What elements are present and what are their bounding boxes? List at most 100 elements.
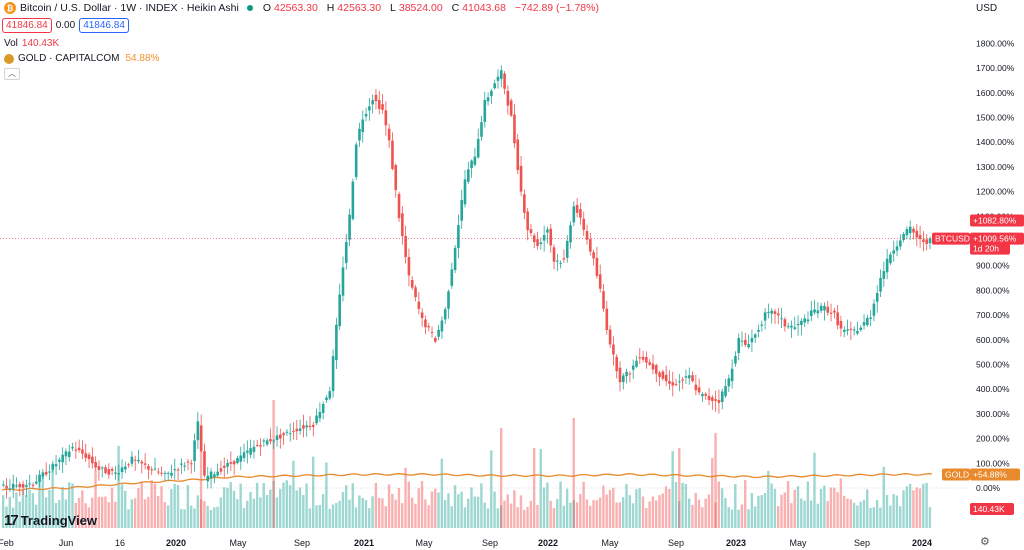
volume-legend[interactable]: Vol 140.43K [4, 38, 60, 49]
volume-bar [737, 509, 740, 528]
volume-bar [8, 496, 11, 528]
candle [315, 415, 318, 424]
candle [839, 320, 843, 329]
sell-button[interactable]: 41846.84 [2, 18, 52, 33]
candle [305, 425, 309, 428]
candle [193, 440, 196, 461]
volume-bar [176, 485, 180, 528]
candle [539, 242, 543, 245]
volume-bar [516, 507, 519, 528]
candle [866, 317, 869, 326]
candle [546, 229, 549, 233]
volume-bar [236, 499, 239, 528]
candle [222, 465, 226, 468]
settings-icon[interactable]: ⚙ [980, 536, 990, 548]
candle [2, 484, 5, 486]
volume-bar [107, 502, 110, 528]
volume-bar [394, 499, 397, 528]
candle [153, 468, 157, 470]
candle [457, 225, 460, 248]
volume-bar [694, 492, 697, 528]
candle [186, 461, 190, 463]
x-tick-label: Sep [482, 538, 498, 548]
volume-bar [615, 502, 618, 528]
volume-bar [338, 500, 341, 528]
candle [292, 431, 295, 433]
candle [483, 100, 487, 122]
volume-bar [842, 495, 846, 528]
volume-bar [796, 486, 800, 528]
volume-bar [826, 501, 829, 528]
symbol-title[interactable]: Bitcoin / U.S. Dollar · 1W · INDEX · Hei… [20, 2, 239, 14]
candle [176, 469, 180, 471]
candle [21, 483, 25, 488]
volume-bar [912, 490, 915, 528]
volume-bar [262, 483, 265, 528]
volume-bar [368, 508, 371, 528]
candle [757, 330, 760, 332]
buy-button[interactable]: 41846.84 [79, 18, 129, 33]
volume-bar [166, 505, 170, 528]
candles [2, 65, 932, 499]
volume-bar [120, 484, 124, 528]
compare-legend[interactable]: GOLD · CAPITALCOM 54.88% [4, 53, 159, 64]
volume-bar [552, 508, 556, 528]
volume-bar [2, 495, 5, 528]
volume-bar [5, 506, 8, 528]
volume-bar [740, 504, 744, 528]
candle [302, 425, 305, 429]
volume-bar [285, 480, 289, 528]
candle [407, 257, 411, 276]
volume-bar [229, 482, 232, 528]
volume-bar [757, 495, 760, 528]
candle [34, 481, 38, 484]
y-tick-label: 1500.00% [976, 113, 1015, 123]
volume-bar [816, 503, 819, 528]
volume-bar [344, 485, 348, 528]
candle [173, 469, 177, 471]
volume-bar [130, 499, 134, 528]
volume-bar [361, 497, 364, 528]
candle [862, 322, 866, 326]
candle [747, 344, 750, 348]
candle [199, 425, 203, 451]
volume-bar [661, 493, 664, 528]
candle [892, 250, 896, 254]
volume-bar [499, 428, 503, 528]
collapse-legend-button[interactable]: ︿ [4, 68, 20, 80]
candle [800, 320, 803, 325]
volume-bar [25, 495, 28, 528]
candle [377, 100, 381, 109]
candle [427, 326, 431, 328]
volume-bar [852, 502, 856, 528]
y-tick-label-zero: 0.00% [976, 483, 1001, 493]
tradingview-logo[interactable]: 17 TradingView [4, 512, 98, 529]
candle [648, 362, 651, 365]
candle [641, 356, 645, 360]
volume-bar [67, 482, 71, 528]
x-tick-label: May [601, 538, 619, 548]
candle [737, 338, 741, 354]
volume-bar [720, 488, 724, 528]
volume-bar [803, 500, 806, 528]
volume-bar [819, 488, 823, 528]
volume-bar [153, 483, 157, 528]
volume-bar [259, 497, 262, 528]
volume-bar [473, 496, 476, 528]
x-tick-label: Sep [668, 538, 684, 548]
candle [91, 456, 94, 464]
volume-bar [61, 486, 64, 528]
candle [714, 399, 717, 401]
currency-selector[interactable]: USD [976, 3, 998, 14]
candle [717, 400, 721, 403]
candle [127, 464, 130, 466]
candle [833, 310, 836, 313]
volume-bar [651, 496, 655, 528]
volume-bar [717, 481, 721, 528]
candle [806, 319, 810, 322]
volume-bar [480, 483, 483, 528]
candle [559, 262, 562, 264]
symbol-row: ₿ Bitcoin / U.S. Dollar · 1W · INDEX · H… [4, 2, 602, 14]
x-tick-label: 16 [115, 538, 125, 548]
